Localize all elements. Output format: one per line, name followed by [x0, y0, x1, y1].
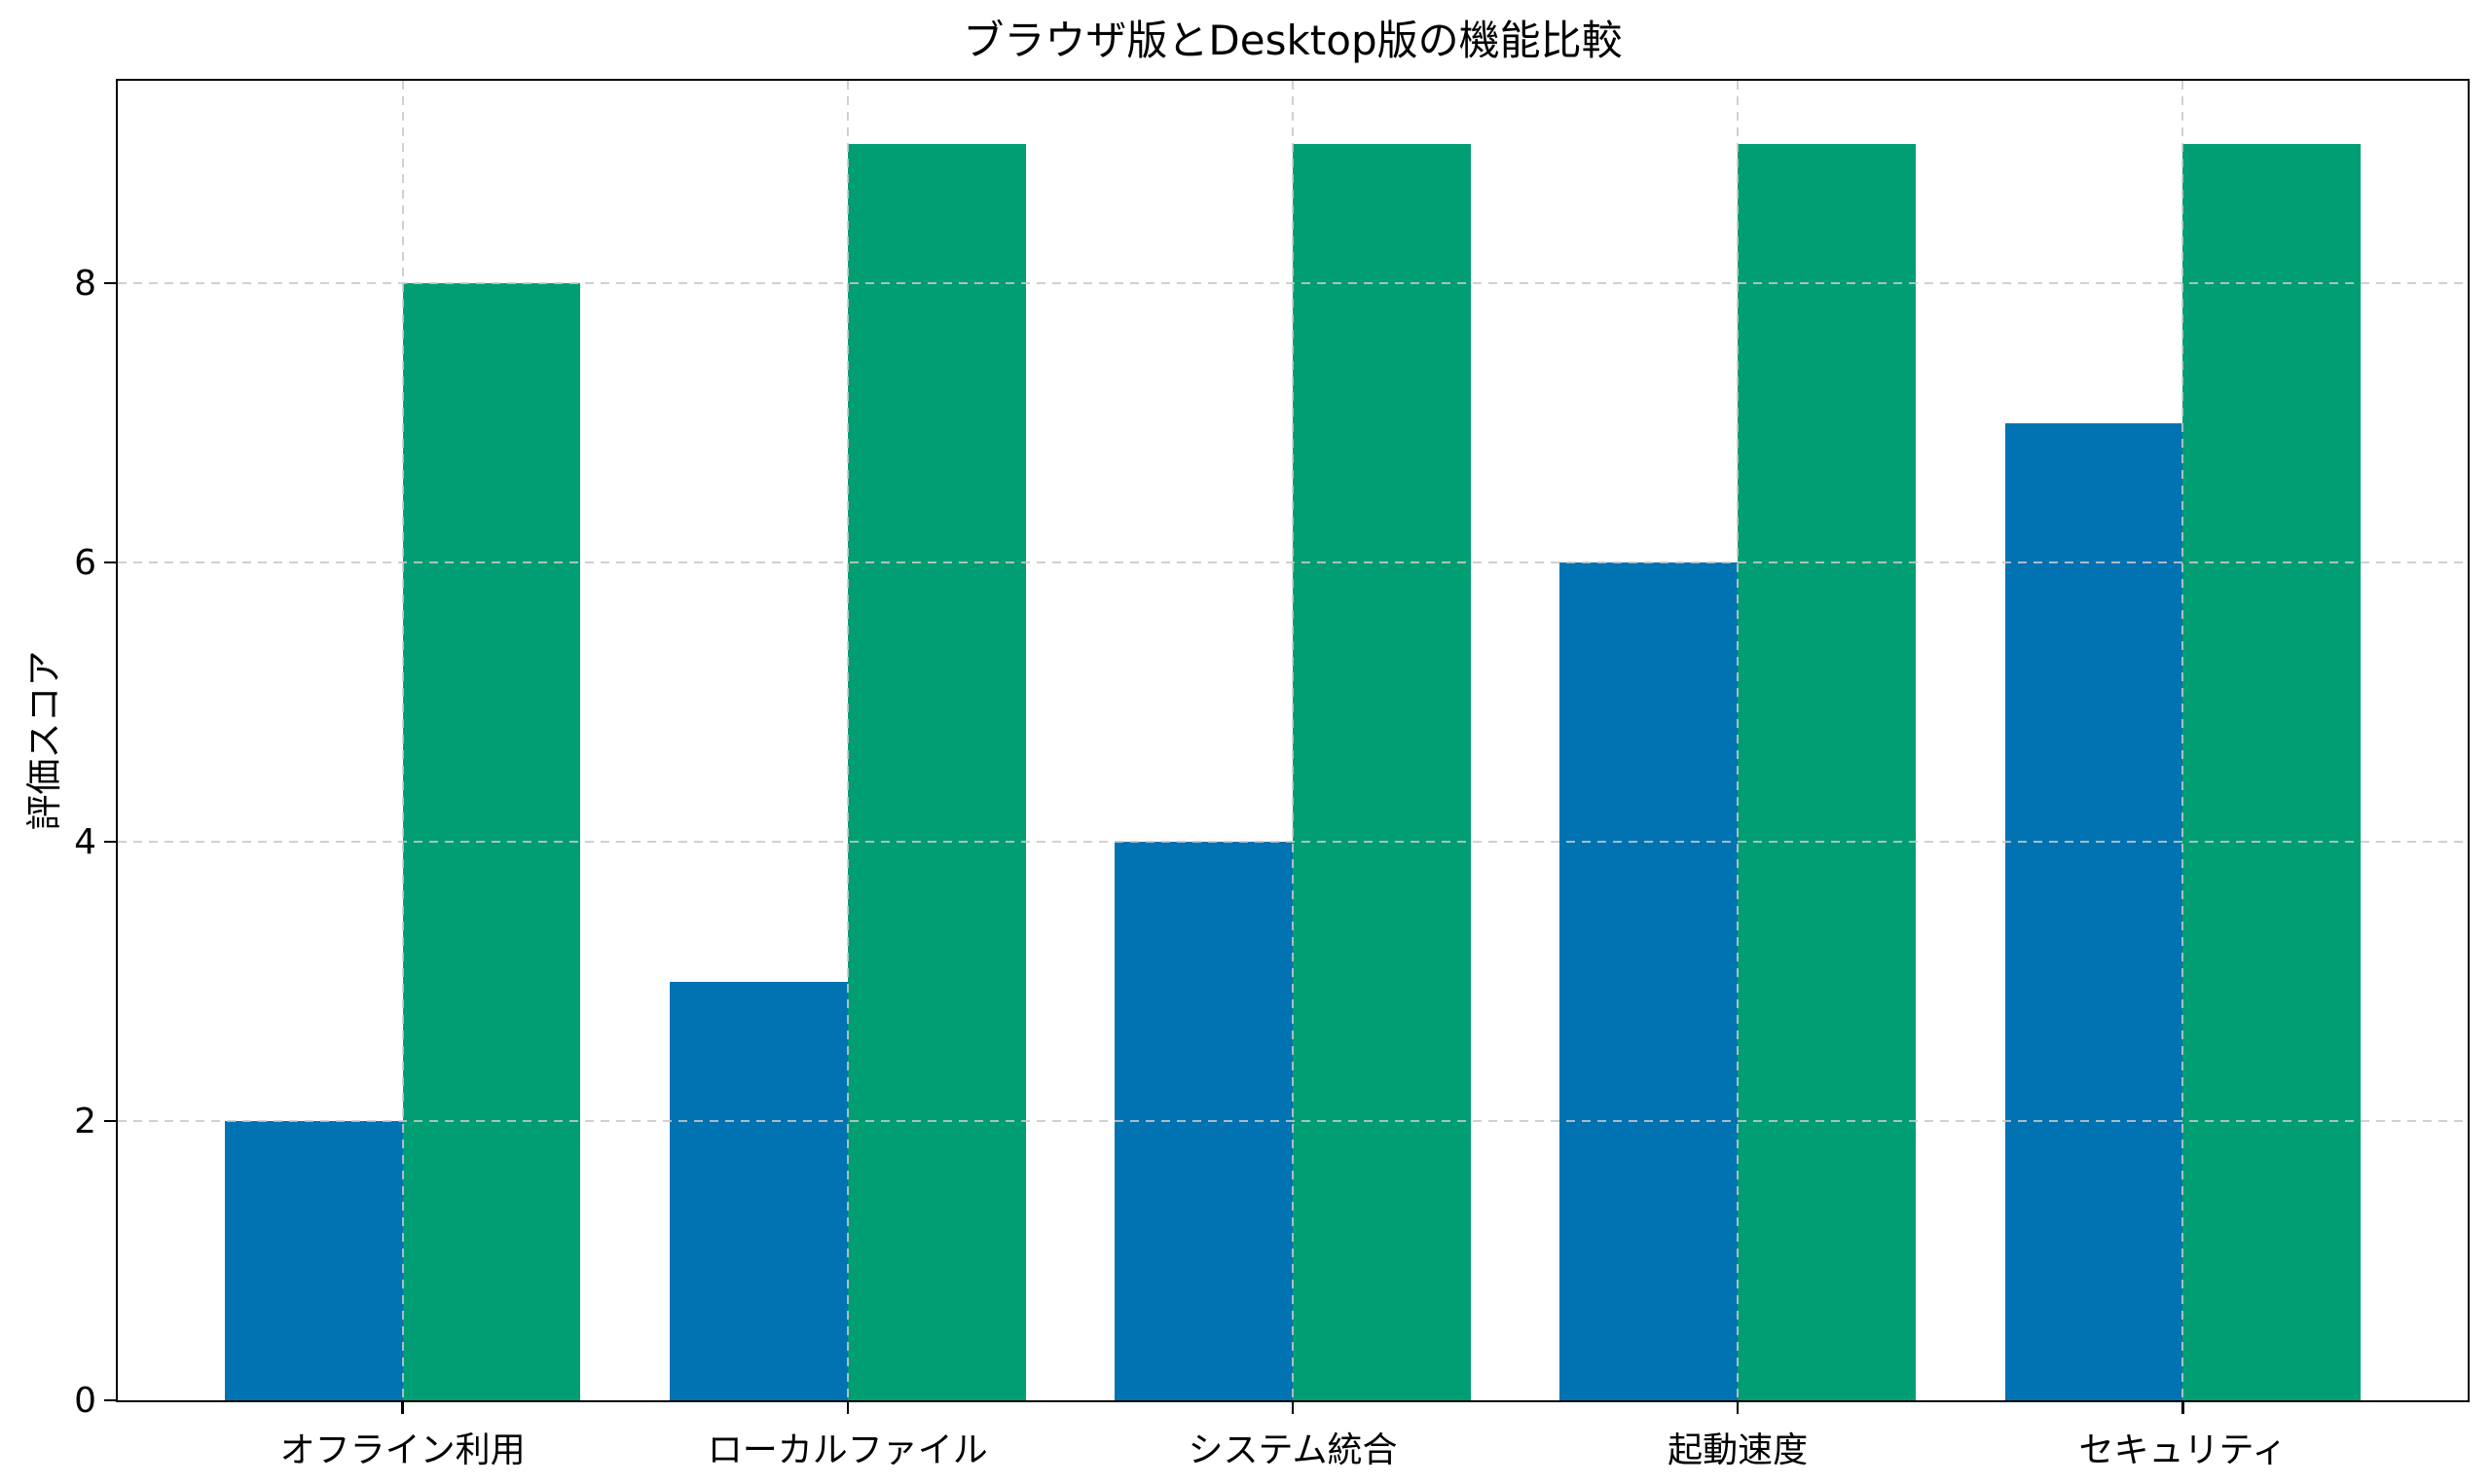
y-tick-label-8: 8	[74, 263, 96, 304]
chart-title: ブラウザ版とDesktop版の機能比較	[963, 17, 1623, 64]
bar-Desktop版-3	[1738, 143, 1917, 1400]
x-tick-1	[846, 1402, 850, 1414]
x-tick-3	[1736, 1402, 1740, 1414]
y-tick-2	[104, 1119, 116, 1123]
bar-Desktop版-4	[2182, 143, 2362, 1400]
x-tick-label-4: セキュリティ	[2078, 1430, 2288, 1470]
x-tick-label-1: ローカルファイル	[707, 1430, 988, 1470]
x-tick-0	[401, 1402, 404, 1414]
x-tick-label-2: システム統合	[1188, 1430, 1398, 1470]
y-axis-label: 評価スコア	[23, 650, 65, 831]
bar-Desktop版-2	[1293, 143, 1471, 1400]
bar-ブラウザ版-1	[669, 981, 848, 1400]
y-tick-label-4: 4	[74, 821, 96, 862]
y-tick-0	[104, 1398, 116, 1402]
x-gridline-4	[2181, 81, 2184, 1400]
x-tick-4	[2181, 1402, 2184, 1414]
bar-Desktop版-1	[847, 143, 1026, 1400]
y-tick-4	[104, 840, 116, 844]
x-tick-label-0: オフライン利用	[279, 1430, 526, 1470]
bar-ブラウザ版-3	[1559, 562, 1739, 1400]
x-gridline-1	[846, 81, 849, 1400]
x-tick-label-3: 起動速度	[1667, 1430, 1809, 1470]
y-tick-label-6: 6	[74, 542, 96, 583]
bar-ブラウザ版-4	[2004, 422, 2183, 1400]
x-gridline-3	[1737, 81, 1740, 1400]
plot-area	[116, 79, 2470, 1402]
y-tick-label-2: 2	[74, 1101, 96, 1141]
y-tick-label-0: 0	[74, 1380, 96, 1421]
y-tick-8	[104, 281, 116, 285]
bar-ブラウザ版-0	[224, 1121, 403, 1400]
x-tick-2	[1291, 1402, 1295, 1414]
x-gridline-0	[401, 81, 404, 1400]
x-gridline-2	[1292, 81, 1294, 1400]
y-tick-6	[104, 561, 116, 564]
